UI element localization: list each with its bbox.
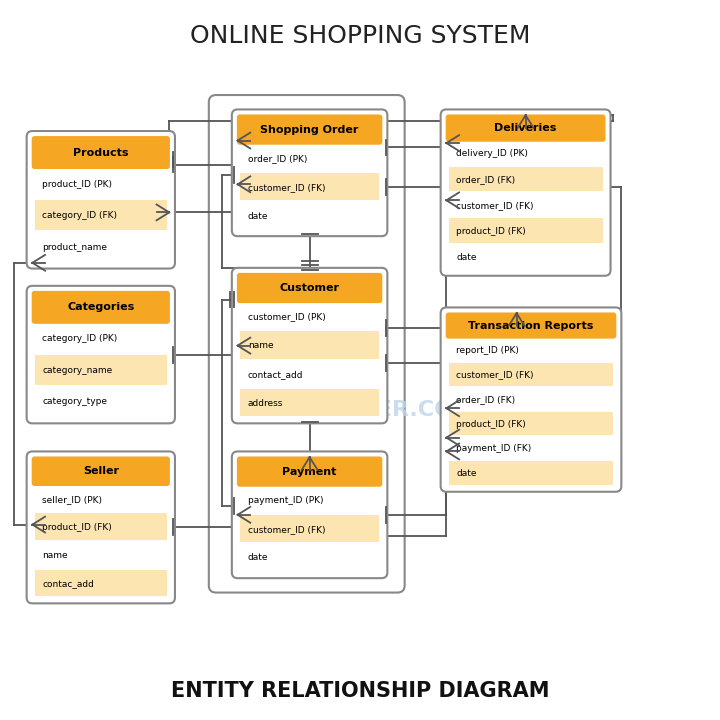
Text: date: date [248,554,268,562]
Text: ONLINE SHOPPING SYSTEM: ONLINE SHOPPING SYSTEM [190,24,530,48]
FancyBboxPatch shape [32,136,170,169]
FancyBboxPatch shape [27,131,175,269]
FancyBboxPatch shape [446,114,606,142]
Text: customer_ID (FK): customer_ID (FK) [456,201,534,210]
FancyBboxPatch shape [240,389,379,416]
Text: product_ID (FK): product_ID (FK) [456,420,526,429]
FancyBboxPatch shape [237,456,382,487]
Text: product_ID (PK): product_ID (PK) [42,179,112,189]
FancyBboxPatch shape [441,307,621,492]
FancyBboxPatch shape [237,114,382,145]
Text: delivery_ID (PK): delivery_ID (PK) [456,150,528,158]
Text: address: address [248,399,283,408]
FancyBboxPatch shape [237,273,382,303]
Text: Customer: Customer [279,283,340,293]
FancyBboxPatch shape [449,462,613,485]
Text: date: date [456,469,477,478]
Text: Deliveries: Deliveries [495,123,557,133]
FancyBboxPatch shape [240,331,379,359]
Text: Categories: Categories [67,302,135,312]
Text: product_name: product_name [42,243,107,251]
Text: contact_add: contact_add [248,370,303,379]
Text: Transaction Reports: Transaction Reports [468,320,594,330]
Text: date: date [248,212,268,220]
Text: category_ID (FK): category_ID (FK) [42,211,117,220]
Text: LEARNLONER.COM: LEARNLONER.COM [244,400,476,420]
FancyBboxPatch shape [449,412,613,435]
FancyBboxPatch shape [240,173,379,200]
FancyBboxPatch shape [27,451,175,603]
Text: category_type: category_type [42,397,107,406]
Text: category_name: category_name [42,366,113,375]
Text: payment_ID (PK): payment_ID (PK) [248,496,323,505]
Text: Shopping Order: Shopping Order [261,125,359,135]
FancyBboxPatch shape [27,286,175,423]
Text: order_ID (FK): order_ID (FK) [456,395,516,404]
FancyBboxPatch shape [232,268,387,423]
Text: product_ID (FK): product_ID (FK) [42,523,112,532]
Text: seller_ID (PK): seller_ID (PK) [42,495,102,504]
FancyBboxPatch shape [449,363,613,386]
Text: customer_ID (FK): customer_ID (FK) [248,183,325,192]
Text: order_ID (FK): order_ID (FK) [456,175,516,184]
Text: product_ID (FK): product_ID (FK) [456,227,526,236]
Text: order_ID (PK): order_ID (PK) [248,154,307,163]
FancyBboxPatch shape [35,355,167,384]
FancyBboxPatch shape [32,291,170,324]
FancyBboxPatch shape [232,451,387,578]
Text: category_ID (PK): category_ID (PK) [42,334,118,343]
FancyBboxPatch shape [35,513,167,540]
Text: customer_ID (PK): customer_ID (PK) [248,312,325,321]
FancyBboxPatch shape [232,109,387,236]
Text: payment_ID (FK): payment_ID (FK) [456,444,532,454]
FancyBboxPatch shape [32,456,170,486]
FancyBboxPatch shape [441,109,611,276]
FancyBboxPatch shape [35,570,167,596]
Text: customer_ID (FK): customer_ID (FK) [456,370,534,379]
FancyBboxPatch shape [35,199,167,230]
Text: Products: Products [73,148,129,158]
Text: Payment: Payment [282,467,337,477]
FancyBboxPatch shape [446,312,616,338]
Text: contac_add: contac_add [42,579,94,588]
Text: customer_ID (FK): customer_ID (FK) [248,525,325,534]
FancyBboxPatch shape [240,515,379,542]
Text: name: name [42,551,68,560]
Text: date: date [456,253,477,261]
Text: name: name [248,341,274,350]
Text: ENTITY RELATIONSHIP DIAGRAM: ENTITY RELATIONSHIP DIAGRAM [171,681,549,701]
FancyBboxPatch shape [449,167,603,192]
FancyBboxPatch shape [449,218,603,243]
Text: Seller: Seller [83,467,119,476]
Text: report_ID (PK): report_ID (PK) [456,346,519,355]
